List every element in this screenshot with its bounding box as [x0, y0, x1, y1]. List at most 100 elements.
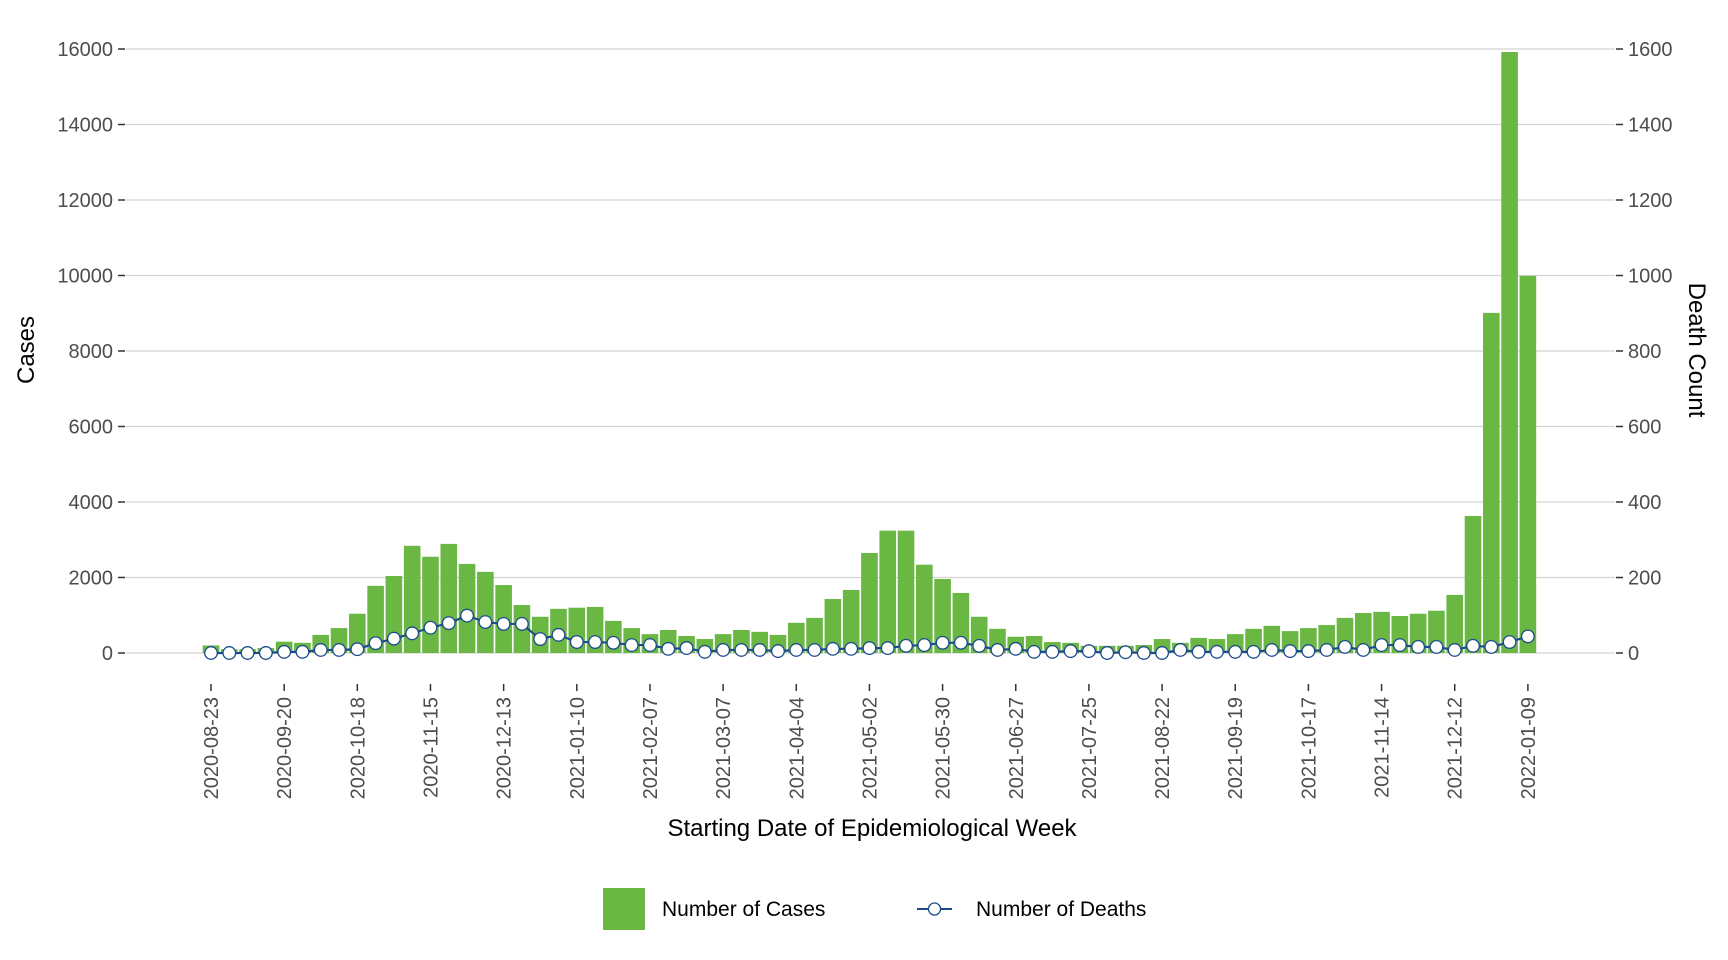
- point-deaths: [332, 643, 346, 657]
- point-deaths: [844, 641, 859, 656]
- point-deaths: [313, 643, 328, 657]
- bar-cases: [1464, 515, 1482, 653]
- point-deaths: [1301, 644, 1316, 659]
- point-deaths: [533, 632, 548, 646]
- y-tick-label-right: 1400: [1628, 115, 1673, 137]
- bar-cases: [458, 563, 476, 653]
- x-tick-label: 2020-11-15: [420, 697, 442, 798]
- x-tick-label: 2021-12-12: [1445, 697, 1467, 799]
- point-deaths: [1191, 644, 1206, 659]
- y-tick-label-left: 2000: [69, 568, 114, 590]
- point-deaths: [588, 635, 603, 650]
- point-deaths: [496, 616, 511, 631]
- point-deaths: [862, 641, 877, 656]
- point-deaths: [277, 644, 292, 659]
- x-tick-label: 2021-03-07: [713, 697, 735, 799]
- bar-cases: [806, 617, 823, 653]
- point-deaths: [1502, 635, 1517, 650]
- bar-cases: [1446, 594, 1464, 653]
- point-deaths: [661, 641, 676, 656]
- y-tick-label-right: 200: [1628, 568, 1661, 590]
- point-deaths: [1356, 643, 1371, 657]
- point-deaths: [1228, 644, 1243, 659]
- x-tick-label: 2021-08-22: [1152, 697, 1174, 799]
- x-axis: 2020-08-23 2020-09-20 2020-10-18 2020-11-15…: [201, 684, 1540, 799]
- x-tick-label: 2022-01-09: [1518, 697, 1540, 799]
- x-tick-label: 2021-05-02: [859, 697, 881, 799]
- x-tick-label: 2021-01-10: [567, 697, 589, 799]
- y-tick-label-right: 1000: [1628, 266, 1673, 288]
- right-y-axis: 0 200 400 600 800 1000 1200 1400 1600: [1616, 39, 1673, 665]
- cases-bars: [202, 52, 1537, 653]
- point-deaths: [1063, 644, 1078, 659]
- legend: Number of Cases Number of Deaths: [603, 888, 1146, 930]
- x-tick-label: 2020-09-20: [274, 697, 296, 799]
- point-deaths: [1173, 643, 1188, 657]
- point-deaths: [1520, 629, 1535, 644]
- point-deaths: [679, 641, 694, 656]
- point-deaths: [204, 646, 218, 660]
- point-deaths: [1027, 644, 1042, 659]
- y-tick-label-right: 1200: [1628, 190, 1673, 212]
- point-deaths: [624, 638, 639, 653]
- y-tick-label-left: 0: [102, 643, 113, 665]
- point-deaths: [350, 642, 365, 657]
- point-deaths: [405, 626, 420, 641]
- y-tick-label-right: 0: [1628, 643, 1639, 665]
- gridlines: [126, 48, 1615, 654]
- legend-label-deaths: Number of Deaths: [976, 898, 1146, 921]
- x-tick-label: 2020-12-13: [494, 697, 516, 799]
- bar-cases: [1483, 312, 1500, 653]
- y-tick-label-right: 600: [1628, 417, 1661, 439]
- y-tick-label-left: 8000: [69, 341, 114, 363]
- point-deaths: [295, 644, 310, 659]
- bar-cases: [842, 589, 860, 653]
- bar-cases: [1354, 612, 1372, 653]
- point-deaths: [1466, 638, 1480, 653]
- y-tick-label-left: 16000: [57, 39, 113, 61]
- point-deaths: [697, 644, 712, 659]
- bar-cases: [403, 545, 421, 653]
- x-tick-label: 2021-05-30: [933, 697, 955, 799]
- point-deaths: [258, 646, 273, 660]
- point-deaths: [953, 635, 968, 650]
- point-deaths: [1447, 643, 1462, 657]
- point-deaths: [386, 631, 401, 646]
- point-deaths: [1319, 643, 1334, 657]
- point-deaths: [734, 643, 749, 657]
- bar-cases: [349, 613, 366, 653]
- bar-cases: [879, 530, 897, 653]
- point-deaths: [1484, 640, 1499, 654]
- bar-cases: [916, 564, 933, 653]
- point-deaths: [1045, 644, 1060, 659]
- deaths-line: [204, 608, 1535, 660]
- y-tick-label-left: 14000: [57, 115, 113, 137]
- point-deaths: [1411, 640, 1426, 654]
- point-deaths: [899, 638, 913, 653]
- point-deaths: [972, 638, 987, 653]
- point-deaths: [551, 627, 566, 642]
- point-deaths: [606, 635, 621, 650]
- point-deaths: [935, 635, 950, 650]
- point-deaths: [789, 643, 804, 657]
- point-deaths: [222, 646, 237, 660]
- point-deaths: [1118, 645, 1133, 660]
- point-deaths: [771, 644, 785, 659]
- point-deaths: [752, 643, 767, 657]
- left-y-axis: 0 2000 4000 6000 8000 10000 12000 14000 16000: [57, 39, 125, 665]
- point-deaths: [825, 641, 840, 656]
- bar-cases: [824, 599, 842, 653]
- bar-cases: [440, 543, 458, 653]
- point-deaths: [917, 638, 932, 653]
- point-deaths: [1136, 646, 1151, 660]
- point-deaths: [514, 616, 529, 631]
- bar-cases: [367, 585, 384, 653]
- point-deaths: [460, 608, 475, 623]
- point-deaths: [643, 638, 657, 653]
- y-tick-label-right: 1600: [1628, 39, 1673, 61]
- point-deaths: [807, 643, 822, 657]
- x-tick-label: 2021-09-19: [1225, 697, 1247, 799]
- y-tick-label-left: 4000: [69, 492, 114, 514]
- bar-cases: [422, 556, 439, 653]
- x-tick-label: 2021-06-27: [1006, 697, 1028, 799]
